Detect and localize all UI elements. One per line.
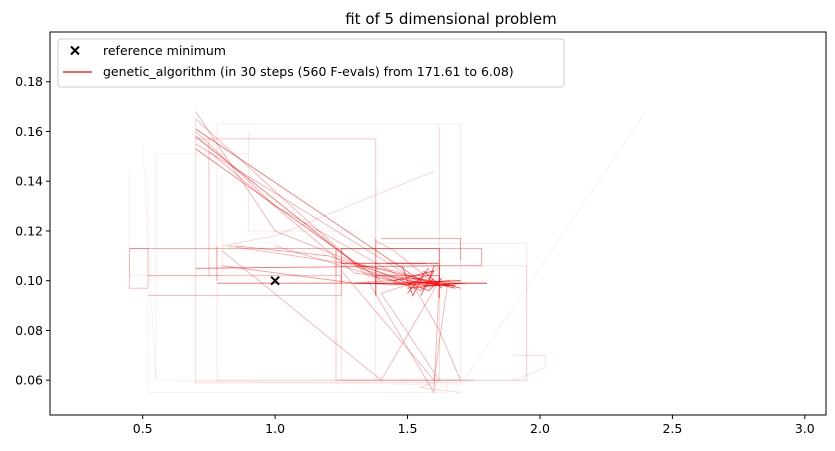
legend-box [57, 38, 565, 88]
x-tick-label: 0.5 [133, 421, 153, 436]
trajectory-path-0-12 [419, 126, 461, 393]
trajectory-path-0-35 [381, 237, 461, 261]
y-tick-label: 0.12 [15, 223, 43, 238]
trajectory-path-0-0 [142, 111, 647, 386]
trajectory-path-0-14 [195, 138, 377, 284]
reference-minimum-marker [270, 275, 280, 286]
trajectory-path-0-19 [195, 118, 395, 282]
trajectory-path-0-1 [147, 173, 448, 394]
trajectory-path-0-24 [221, 250, 440, 381]
trajectory-path-0-50 [380, 272, 443, 292]
x-tick-label: 1.5 [398, 421, 418, 436]
y-axis: 0.06 0.08 0.10 0.12 0.14 0.16 0.18 [15, 74, 50, 388]
trajectory-path-0-52 [394, 270, 435, 282]
chart-title: fit of 5 dimensional problem [345, 10, 557, 28]
trajectory-path-0-18 [195, 111, 382, 274]
y-tick-label: 0.18 [15, 74, 43, 89]
trajectory-path-0-2 [129, 171, 223, 277]
legend-marker-x-icon [70, 45, 80, 56]
x-tick-label: 2.5 [662, 421, 682, 436]
trajectory-path-0-7 [340, 265, 528, 381]
trajectory-path-0-56 [428, 265, 435, 281]
x-tick-label: 3.0 [795, 421, 815, 436]
trajectory-path-0-64 [394, 280, 461, 284]
trajectory-path-0-36 [222, 265, 421, 284]
legend-label-reference: reference minimum [103, 43, 226, 58]
trajectory-path-0-30 [407, 275, 461, 381]
trajectory-path-0-6 [375, 242, 528, 381]
trajectory-path-0-28 [340, 270, 448, 382]
trajectory-path-0-37 [235, 245, 408, 282]
trajectory-path-0-61 [433, 280, 461, 289]
x-tick-label: 2.0 [530, 421, 550, 436]
trajectory-path-0-40 [195, 148, 382, 282]
trajectory-path-0-17 [148, 275, 342, 297]
trajectory-path-0-9 [195, 379, 461, 384]
trajectory-path-0-27 [367, 280, 440, 394]
trajectory-path-0-26 [375, 240, 435, 284]
trajectory-path-0-41 [195, 265, 440, 269]
trajectory-path-0-22 [208, 151, 435, 282]
trajectory-path-0-31 [129, 247, 483, 267]
trajectory-path-0-13 [129, 247, 149, 289]
legend: reference minimum genetic_algorithm (in … [57, 38, 565, 88]
trajectory-path-0-16 [335, 248, 474, 381]
y-tick-label: 0.10 [15, 273, 43, 288]
reference-layer [270, 275, 280, 286]
trajectory-path-0-8 [513, 354, 546, 381]
trajectory-path-0-38 [195, 128, 422, 282]
legend-label-genetic-algorithm: genetic_algorithm (in 30 steps (560 F-ev… [103, 64, 514, 79]
trajectory-path-0-65 [407, 280, 448, 287]
trajectory-path-0-39 [195, 136, 440, 284]
trajectory-path-0-4 [216, 123, 461, 381]
x-tick-label: 1.0 [265, 421, 285, 436]
trajectory-path-0-63 [354, 282, 456, 287]
y-tick-label: 0.14 [15, 174, 43, 189]
x-axis: 0.5 1.0 1.5 2.0 2.5 3.0 [133, 415, 815, 436]
plot-frame [49, 31, 827, 416]
y-tick-label: 0.16 [15, 124, 43, 139]
y-tick-label: 0.06 [15, 373, 43, 388]
trajectory-path-0-20 [195, 131, 408, 282]
trajectory-path-0-21 [195, 143, 422, 284]
trajectory-path-0-11 [222, 170, 435, 247]
series-layer [129, 111, 647, 394]
y-tick-label: 0.08 [15, 323, 43, 338]
